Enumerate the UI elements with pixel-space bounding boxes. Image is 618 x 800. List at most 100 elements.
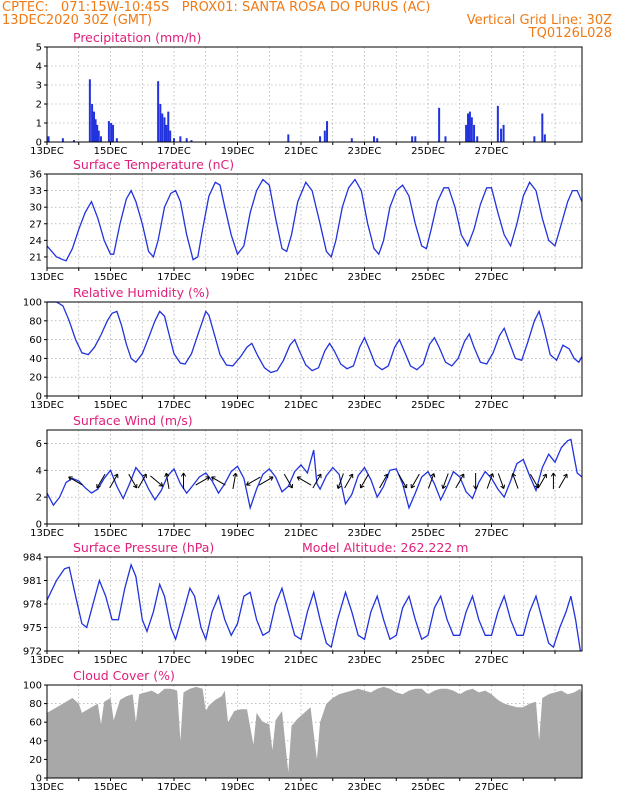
precip-bar [533, 136, 536, 142]
wind-arrow-head [296, 476, 302, 481]
wind-arrow-head [489, 473, 495, 478]
wind-arrow-head [205, 476, 210, 481]
wind-arrow [497, 473, 505, 489]
precip-bar [444, 136, 447, 142]
wind-arrow-head [142, 473, 147, 479]
wind-arrow [558, 473, 568, 489]
precip-bar [115, 138, 118, 142]
precip-bar [157, 81, 160, 142]
y-tick-label: 978 [23, 600, 42, 611]
wind-arrow-head [430, 473, 436, 478]
precip-bar [411, 136, 414, 142]
wind-arrow [427, 473, 435, 489]
x-tick-label: 19DEC [221, 655, 255, 666]
wind-arrow [246, 476, 261, 486]
wind-arrow [211, 476, 226, 486]
wind-arrow-head [96, 483, 101, 489]
precip-bar [72, 140, 75, 142]
wind-arrow [360, 473, 369, 489]
wind-arrow [398, 473, 408, 489]
precip-bar [465, 124, 468, 142]
wind-arrow-head [68, 476, 73, 481]
y-tick-label: 80 [29, 316, 42, 327]
precip-bar [476, 136, 479, 142]
y-tick-label: 60 [29, 718, 42, 729]
y-tick-label: 5 [36, 43, 42, 54]
precip-bar [97, 130, 100, 142]
panel-0: 0 1 2 3 4 5 13DEC 15DEC 17DEC 19DEC 21DEC 23DEC 25DE… [30, 30, 583, 157]
y-tick-label: 4 [36, 466, 42, 477]
y-tick-label: 0 [36, 520, 42, 531]
precip-bar [112, 124, 115, 142]
y-tick-label: 0 [36, 138, 42, 149]
x-tick-label: 25DEC [411, 655, 445, 666]
precip-bar [47, 136, 50, 142]
wind-arrow-head [500, 484, 506, 489]
wind-arrow [258, 476, 274, 486]
wind-arrow [410, 473, 420, 489]
x-tick-label: 21DEC [284, 400, 318, 411]
y-tick-label: 24 [29, 236, 42, 247]
y-tick-label: 100 [23, 298, 42, 309]
precip-bar [61, 138, 64, 142]
x-tick-label: 23DEC [348, 655, 382, 666]
wind-arrow-head [542, 473, 547, 479]
precip-bar [467, 113, 470, 142]
wind-arrow-head [158, 482, 164, 487]
y-tick-label: 0 [36, 774, 42, 785]
wind-arrow [442, 473, 449, 489]
wind-arrow-head [336, 484, 342, 489]
x-tick-label: 17DEC [157, 782, 191, 793]
x-tick-label: 21DEC [284, 782, 318, 793]
y-tick-label: 0 [36, 392, 42, 403]
x-tick-label: 19DEC [221, 146, 255, 157]
y-tick-label: 100 [23, 681, 42, 692]
precip-bar [543, 134, 546, 142]
header-grid-note: Vertical Grid Line: 30Z [466, 13, 612, 28]
y-tick-label: 30 [29, 203, 42, 214]
x-tick-label: 25DEC [411, 782, 445, 793]
wind-arrow-head [348, 473, 354, 479]
header-date: 13DEC2020 30Z (GMT) [2, 13, 153, 28]
x-tick-label: 13DEC [30, 272, 64, 283]
y-tick-label: 80 [29, 699, 42, 710]
y-tick-label: 984 [23, 553, 42, 564]
precip-bar [91, 104, 94, 142]
panel-5: 0 20 40 60 80 100 13DEC 15DEC 17DEC 19DEC 21DEC 23D… [23, 668, 583, 793]
wind-arrow [232, 473, 237, 489]
panel-title: Precipitation (mm/h) [73, 30, 201, 45]
panel-3: 0 2 4 6 13DEC 15DEC 17DEC 19DEC 21DEC 23DEC 25DEC 2… [30, 413, 583, 539]
precip-bar [468, 111, 471, 142]
precip-bar [88, 79, 91, 142]
x-tick-label: 15DEC [94, 146, 128, 157]
y-tick-label: 981 [23, 576, 42, 587]
precip-bar [94, 119, 97, 142]
precip-bar [473, 124, 476, 142]
x-tick-label: 25DEC [411, 400, 445, 411]
wind-arrow-head [441, 484, 447, 489]
y-tick-label: 2 [36, 100, 42, 111]
x-tick-label: 25DEC [411, 272, 445, 283]
wind-arrow [195, 476, 210, 486]
y-tick-label: 36 [29, 170, 42, 181]
series-line [47, 301, 583, 374]
x-tick-label: 15DEC [94, 528, 128, 539]
panel-frame [46, 173, 583, 269]
x-tick-label: 19DEC [221, 400, 255, 411]
wind-arrow [344, 473, 354, 489]
precip-bar [179, 136, 182, 142]
x-tick-label: 19DEC [221, 528, 255, 539]
precip-bar [470, 117, 473, 142]
wind-arrow-head [550, 472, 556, 477]
precip-bar [326, 121, 329, 142]
y-tick-label: 975 [23, 623, 42, 634]
precip-bar [376, 138, 379, 142]
wind-arrow [137, 473, 147, 489]
wind-arrow [128, 473, 138, 489]
wind-arrow [109, 473, 119, 489]
y-tick-label: 60 [29, 335, 42, 346]
precip-bar [163, 117, 166, 142]
header-run-id: TQ0126L028 [528, 26, 612, 41]
precip-bar [185, 138, 188, 142]
